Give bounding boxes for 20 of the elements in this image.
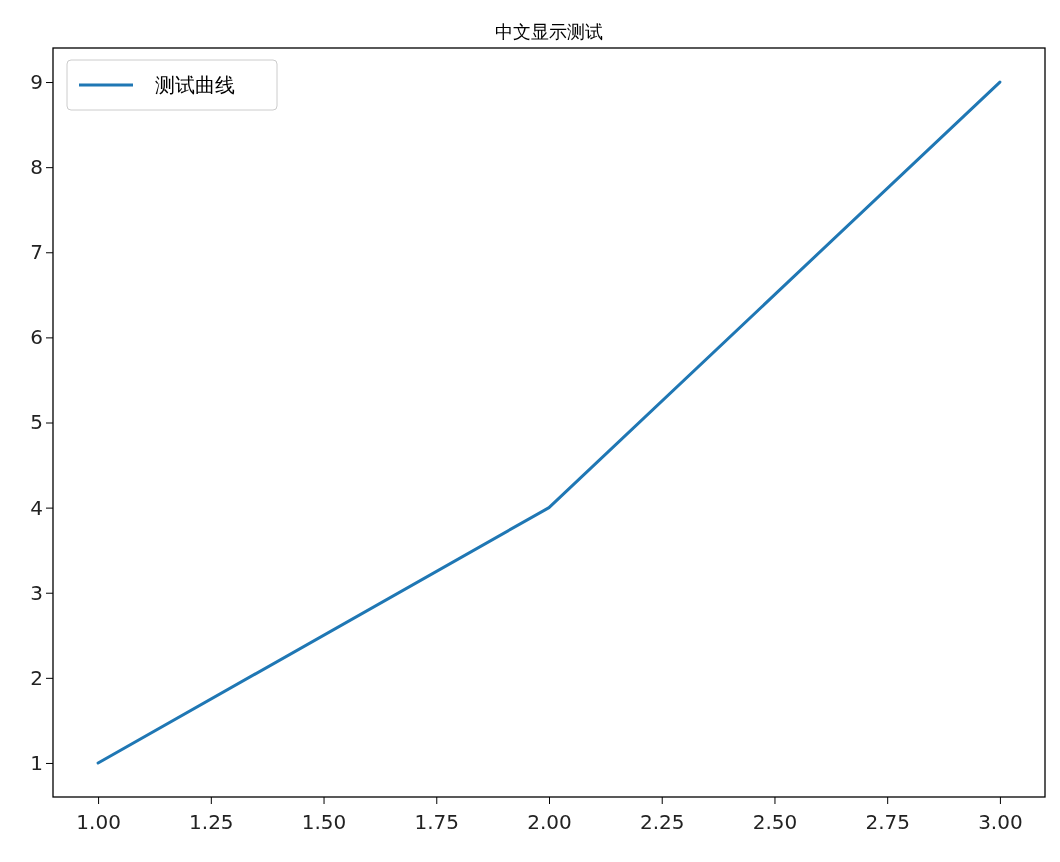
x-tick-label: 3.00 [978,810,1023,834]
y-tick-label: 4 [30,495,43,520]
y-tick-label: 1 [30,750,43,775]
x-tick-label: 2.50 [752,810,798,834]
x-tick-label: 1.50 [301,810,347,834]
chart-title: 中文显示测试 [495,21,603,42]
x-tick-label: 2.75 [865,810,910,834]
x-tick-label: 1.25 [189,810,234,834]
y-tick-label: 2 [30,665,43,690]
y-tick-label: 6 [30,325,43,350]
x-tick-label: 1.00 [76,810,121,834]
x-tick-label: 1.75 [414,810,460,834]
y-tick-label: 5 [30,410,43,435]
y-tick-label: 9 [30,69,43,94]
y-tick-label: 8 [30,155,43,180]
y-tick-label: 3 [30,580,43,605]
x-tick-label: 2.25 [639,810,685,834]
x-tick-label: 2.00 [527,810,572,834]
y-tick-label: 7 [30,240,43,265]
legend-label: 测试曲线 [155,73,235,97]
